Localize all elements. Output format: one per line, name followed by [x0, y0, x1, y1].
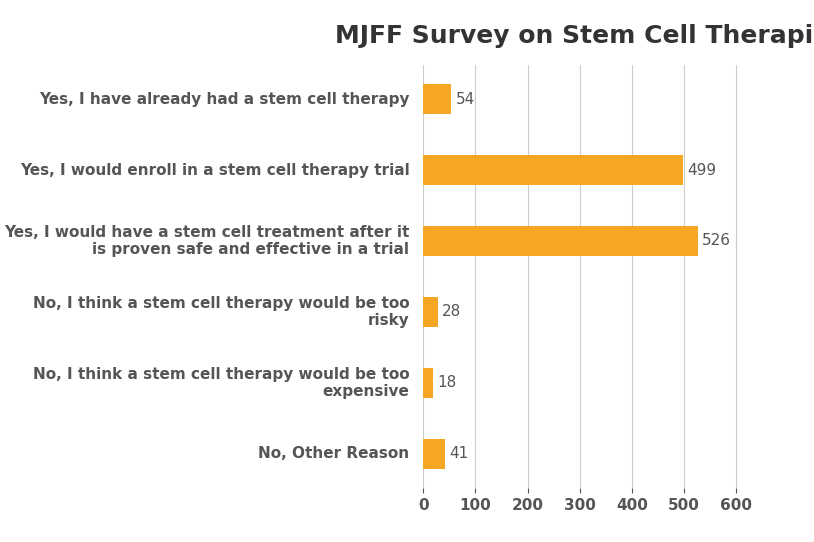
Text: 54: 54	[456, 92, 475, 107]
Text: 18: 18	[437, 375, 456, 390]
Bar	[423, 297, 438, 327]
Text: 41: 41	[449, 446, 468, 461]
Bar	[423, 155, 684, 185]
Text: 499: 499	[688, 163, 717, 178]
Bar	[423, 84, 452, 114]
Title: MJFF Survey on Stem Cell Therapies: MJFF Survey on Stem Cell Therapies	[335, 24, 814, 48]
Bar	[423, 226, 698, 256]
Bar	[423, 368, 433, 398]
Text: 28: 28	[442, 305, 462, 319]
Text: 526: 526	[702, 234, 731, 248]
Bar	[423, 439, 444, 469]
